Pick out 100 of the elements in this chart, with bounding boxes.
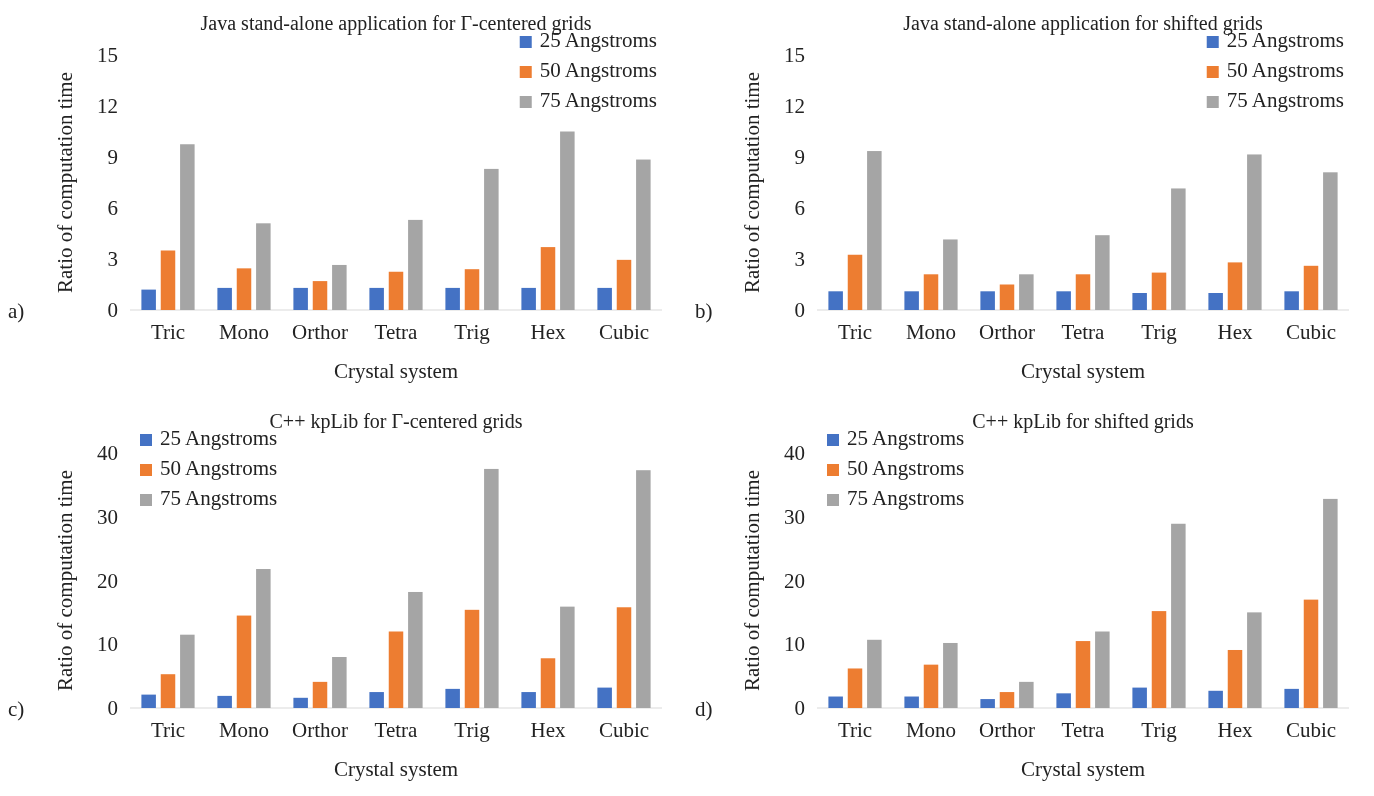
legend-label: 50 Angstroms <box>160 456 278 480</box>
bar <box>332 264 347 310</box>
x-tick-label: Tetra <box>1061 319 1106 344</box>
y-axis-title: Ratio of computation time <box>740 469 764 692</box>
bar <box>1303 265 1319 310</box>
bar <box>847 254 863 310</box>
y-axis-title: Ratio of computation time <box>53 71 77 294</box>
y-tick-label: 6 <box>794 196 805 221</box>
legend-label: 50 Angstroms <box>1226 58 1344 82</box>
bar <box>1132 293 1147 310</box>
bar <box>180 634 195 708</box>
y-tick-label: 9 <box>107 145 118 170</box>
chart-title: C++ kpLib for Γ-centered grids <box>269 410 523 433</box>
text: d) <box>695 697 713 721</box>
bar <box>1303 599 1319 708</box>
bar <box>217 287 232 310</box>
bar <box>636 159 651 310</box>
bar <box>236 268 252 310</box>
bar <box>521 692 536 708</box>
x-tick-label: Hex <box>1217 717 1253 742</box>
bar <box>1019 681 1034 708</box>
bar <box>445 688 460 708</box>
bar <box>1171 188 1186 310</box>
x-tick-label: Orthor <box>292 717 348 742</box>
x-tick-label: Hex <box>530 717 566 742</box>
y-tick-label: 30 <box>97 504 118 529</box>
y-tick-label: 15 <box>784 43 805 68</box>
x-tick-label: Tetra <box>1061 717 1106 742</box>
x-tick-label: Tric <box>150 717 186 742</box>
bar <box>1284 291 1299 310</box>
bar <box>560 606 575 708</box>
x-tick-label: Hex <box>530 319 566 344</box>
y-tick-label: 0 <box>107 298 118 323</box>
bar <box>1056 291 1071 310</box>
x-tick-label: Mono <box>905 717 957 742</box>
x-tick-label: Mono <box>905 319 957 344</box>
bar <box>408 219 423 310</box>
bar <box>445 287 460 310</box>
bar <box>867 151 882 310</box>
y-tick-label: 9 <box>794 145 805 170</box>
text: b) <box>695 299 713 323</box>
x-tick-label: Tric <box>837 319 873 344</box>
bar <box>867 639 882 708</box>
y-tick-label: 10 <box>784 632 805 657</box>
x-tick-label: Mono <box>218 319 270 344</box>
bar <box>943 642 958 708</box>
bar <box>1284 688 1299 708</box>
bar <box>540 247 556 310</box>
bar <box>312 281 328 310</box>
bar <box>521 287 536 310</box>
bar <box>369 692 384 708</box>
bar <box>1075 274 1091 310</box>
bar <box>616 607 632 708</box>
bar <box>1095 631 1110 708</box>
bar <box>1323 498 1338 708</box>
legend-label: 50 Angstroms <box>847 456 965 480</box>
bar <box>1227 262 1243 310</box>
bar <box>217 695 232 708</box>
y-tick-label: 0 <box>794 696 805 721</box>
bar <box>312 681 328 708</box>
x-tick-label: Tric <box>150 319 186 344</box>
x-axis-title: Crystal system <box>333 359 459 383</box>
legend-label: 25 Angstroms <box>847 426 965 450</box>
y-tick-label: 0 <box>794 298 805 323</box>
bar <box>616 259 632 310</box>
bar <box>1095 235 1110 310</box>
bar <box>388 271 404 310</box>
legend-label: 50 Angstroms <box>539 58 657 82</box>
bar <box>484 468 499 708</box>
bar <box>923 274 939 310</box>
bar <box>388 631 404 708</box>
y-tick-label: 0 <box>107 696 118 721</box>
x-tick-label: Cubic <box>598 319 650 344</box>
y-axis-title: Ratio of computation time <box>740 71 764 294</box>
y-tick-label: 15 <box>97 43 118 68</box>
bar <box>236 615 252 708</box>
x-axis-title: Crystal system <box>1020 757 1146 781</box>
text: c) <box>8 697 25 721</box>
bar <box>1019 274 1034 310</box>
y-tick-label: 20 <box>784 568 805 593</box>
y-axis-title: Ratio of computation time <box>53 469 77 692</box>
x-tick-label: Tetra <box>374 319 419 344</box>
bar <box>1171 523 1186 708</box>
bar <box>332 657 347 708</box>
bar <box>1208 293 1223 310</box>
legend-label: 75 Angstroms <box>847 486 965 510</box>
bar <box>828 291 843 310</box>
chart-title: C++ kpLib for shifted grids <box>972 410 1194 433</box>
y-tick-label: 30 <box>784 504 805 529</box>
bar <box>256 569 271 708</box>
bar <box>1151 611 1167 708</box>
y-tick-label: 40 <box>97 441 118 466</box>
bar <box>1075 641 1091 708</box>
bar <box>369 287 384 310</box>
y-tick-label: 20 <box>97 568 118 593</box>
bar <box>943 239 958 310</box>
bar <box>1151 272 1167 310</box>
bar <box>540 658 556 708</box>
bar <box>847 668 863 708</box>
x-tick-label: Orthor <box>292 319 348 344</box>
